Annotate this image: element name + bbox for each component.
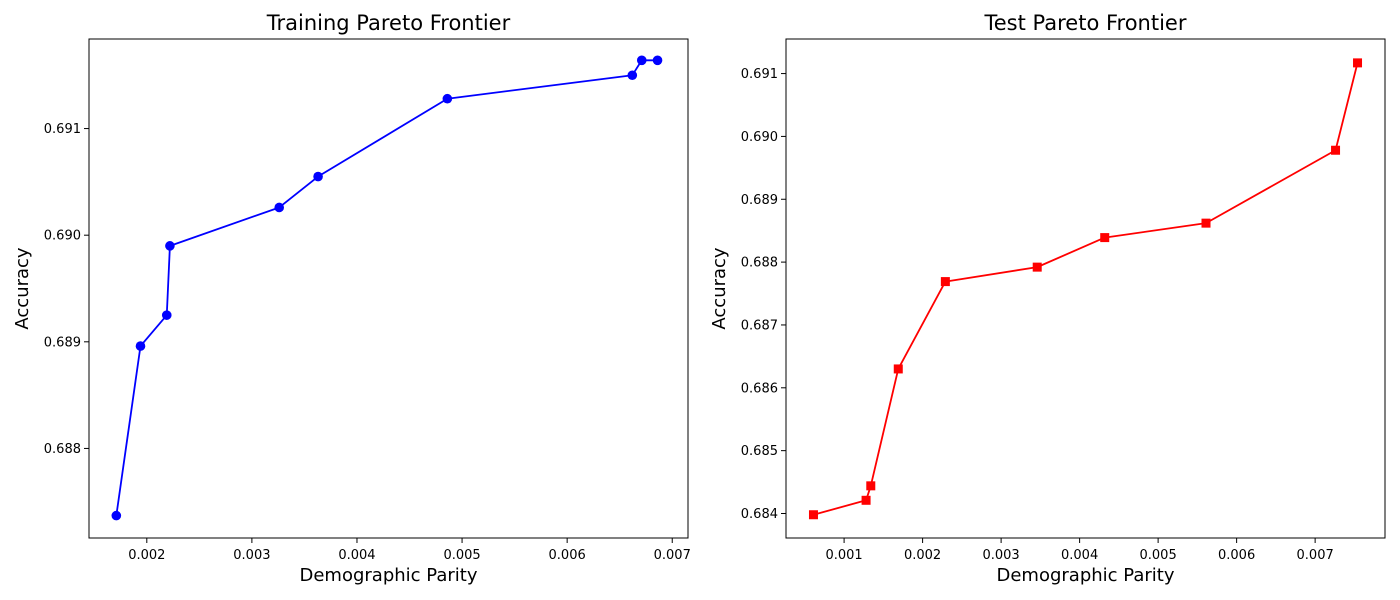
y-tick-label: 0.690	[741, 130, 778, 145]
y-tick-label: 0.688	[44, 442, 81, 457]
y-tick-label: 0.688	[741, 256, 778, 271]
series-line	[813, 62, 1359, 516]
x-tick-label: 0.007	[654, 548, 691, 563]
x-tick-label: 0.003	[233, 548, 270, 563]
data-point	[313, 171, 323, 182]
x-tick-label: 0.006	[549, 548, 586, 563]
data-point	[808, 510, 818, 520]
x-tick-label: 0.002	[128, 548, 165, 563]
data-point	[165, 241, 175, 251]
data-point	[442, 93, 453, 104]
y-tick-label: 0.684	[741, 507, 778, 522]
data-point	[111, 510, 122, 521]
chart-title: Test Pareto Frontier	[984, 11, 1187, 35]
data-point	[1353, 58, 1363, 68]
data-point	[627, 70, 638, 81]
series-line	[115, 59, 658, 516]
data-point	[861, 495, 871, 505]
data-point	[274, 202, 285, 213]
x-tick-label: 0.005	[443, 548, 480, 563]
x-tick-label: 0.003	[982, 548, 1019, 563]
data-point	[161, 310, 172, 320]
y-axis-label: Accuracy	[709, 247, 730, 330]
y-tick-label: 0.689	[741, 193, 778, 208]
data-point	[1100, 233, 1110, 243]
test-chart: 0.001 0.002 0.003 0.004 0.005 0.006 0.007 0.684…	[709, 11, 1386, 586]
y-tick-label: 0.691	[44, 122, 81, 137]
x-tick-label: 0.005	[1140, 548, 1177, 563]
y-tick-label: 0.687	[741, 318, 778, 333]
x-axis-label: Demographic Parity	[300, 565, 478, 586]
data-point	[893, 364, 903, 374]
y-tick-label: 0.685	[741, 444, 778, 459]
y-tick-label: 0.689	[44, 335, 81, 350]
chart-title: Training Pareto Frontier	[266, 11, 511, 35]
data-point	[866, 481, 876, 491]
y-axis-label: Accuracy	[12, 247, 33, 330]
x-tick-label: 0.004	[338, 548, 375, 563]
training-chart: 0.002 0.003 0.004 0.005 0.006 0.007 0.688 0.689…	[12, 11, 691, 586]
x-tick-label: 0.001	[825, 548, 862, 563]
data-point	[636, 55, 647, 66]
x-tick-label: 0.002	[904, 548, 941, 563]
data-point	[1032, 262, 1042, 272]
data-point	[135, 341, 146, 351]
plot-frame	[785, 38, 1386, 539]
y-tick-label: 0.686	[741, 381, 778, 396]
y-tick-label: 0.690	[44, 229, 81, 244]
y-tick-label: 0.691	[741, 67, 778, 82]
x-tick-label: 0.004	[1061, 548, 1098, 563]
data-point	[1201, 218, 1211, 228]
plot-frame	[88, 38, 689, 539]
x-tick-label: 0.007	[1297, 548, 1334, 563]
x-tick-label: 0.006	[1218, 548, 1255, 563]
data-point	[1331, 145, 1341, 155]
data-point	[652, 55, 663, 66]
x-axis-label: Demographic Parity	[997, 565, 1175, 586]
data-point	[940, 277, 950, 287]
